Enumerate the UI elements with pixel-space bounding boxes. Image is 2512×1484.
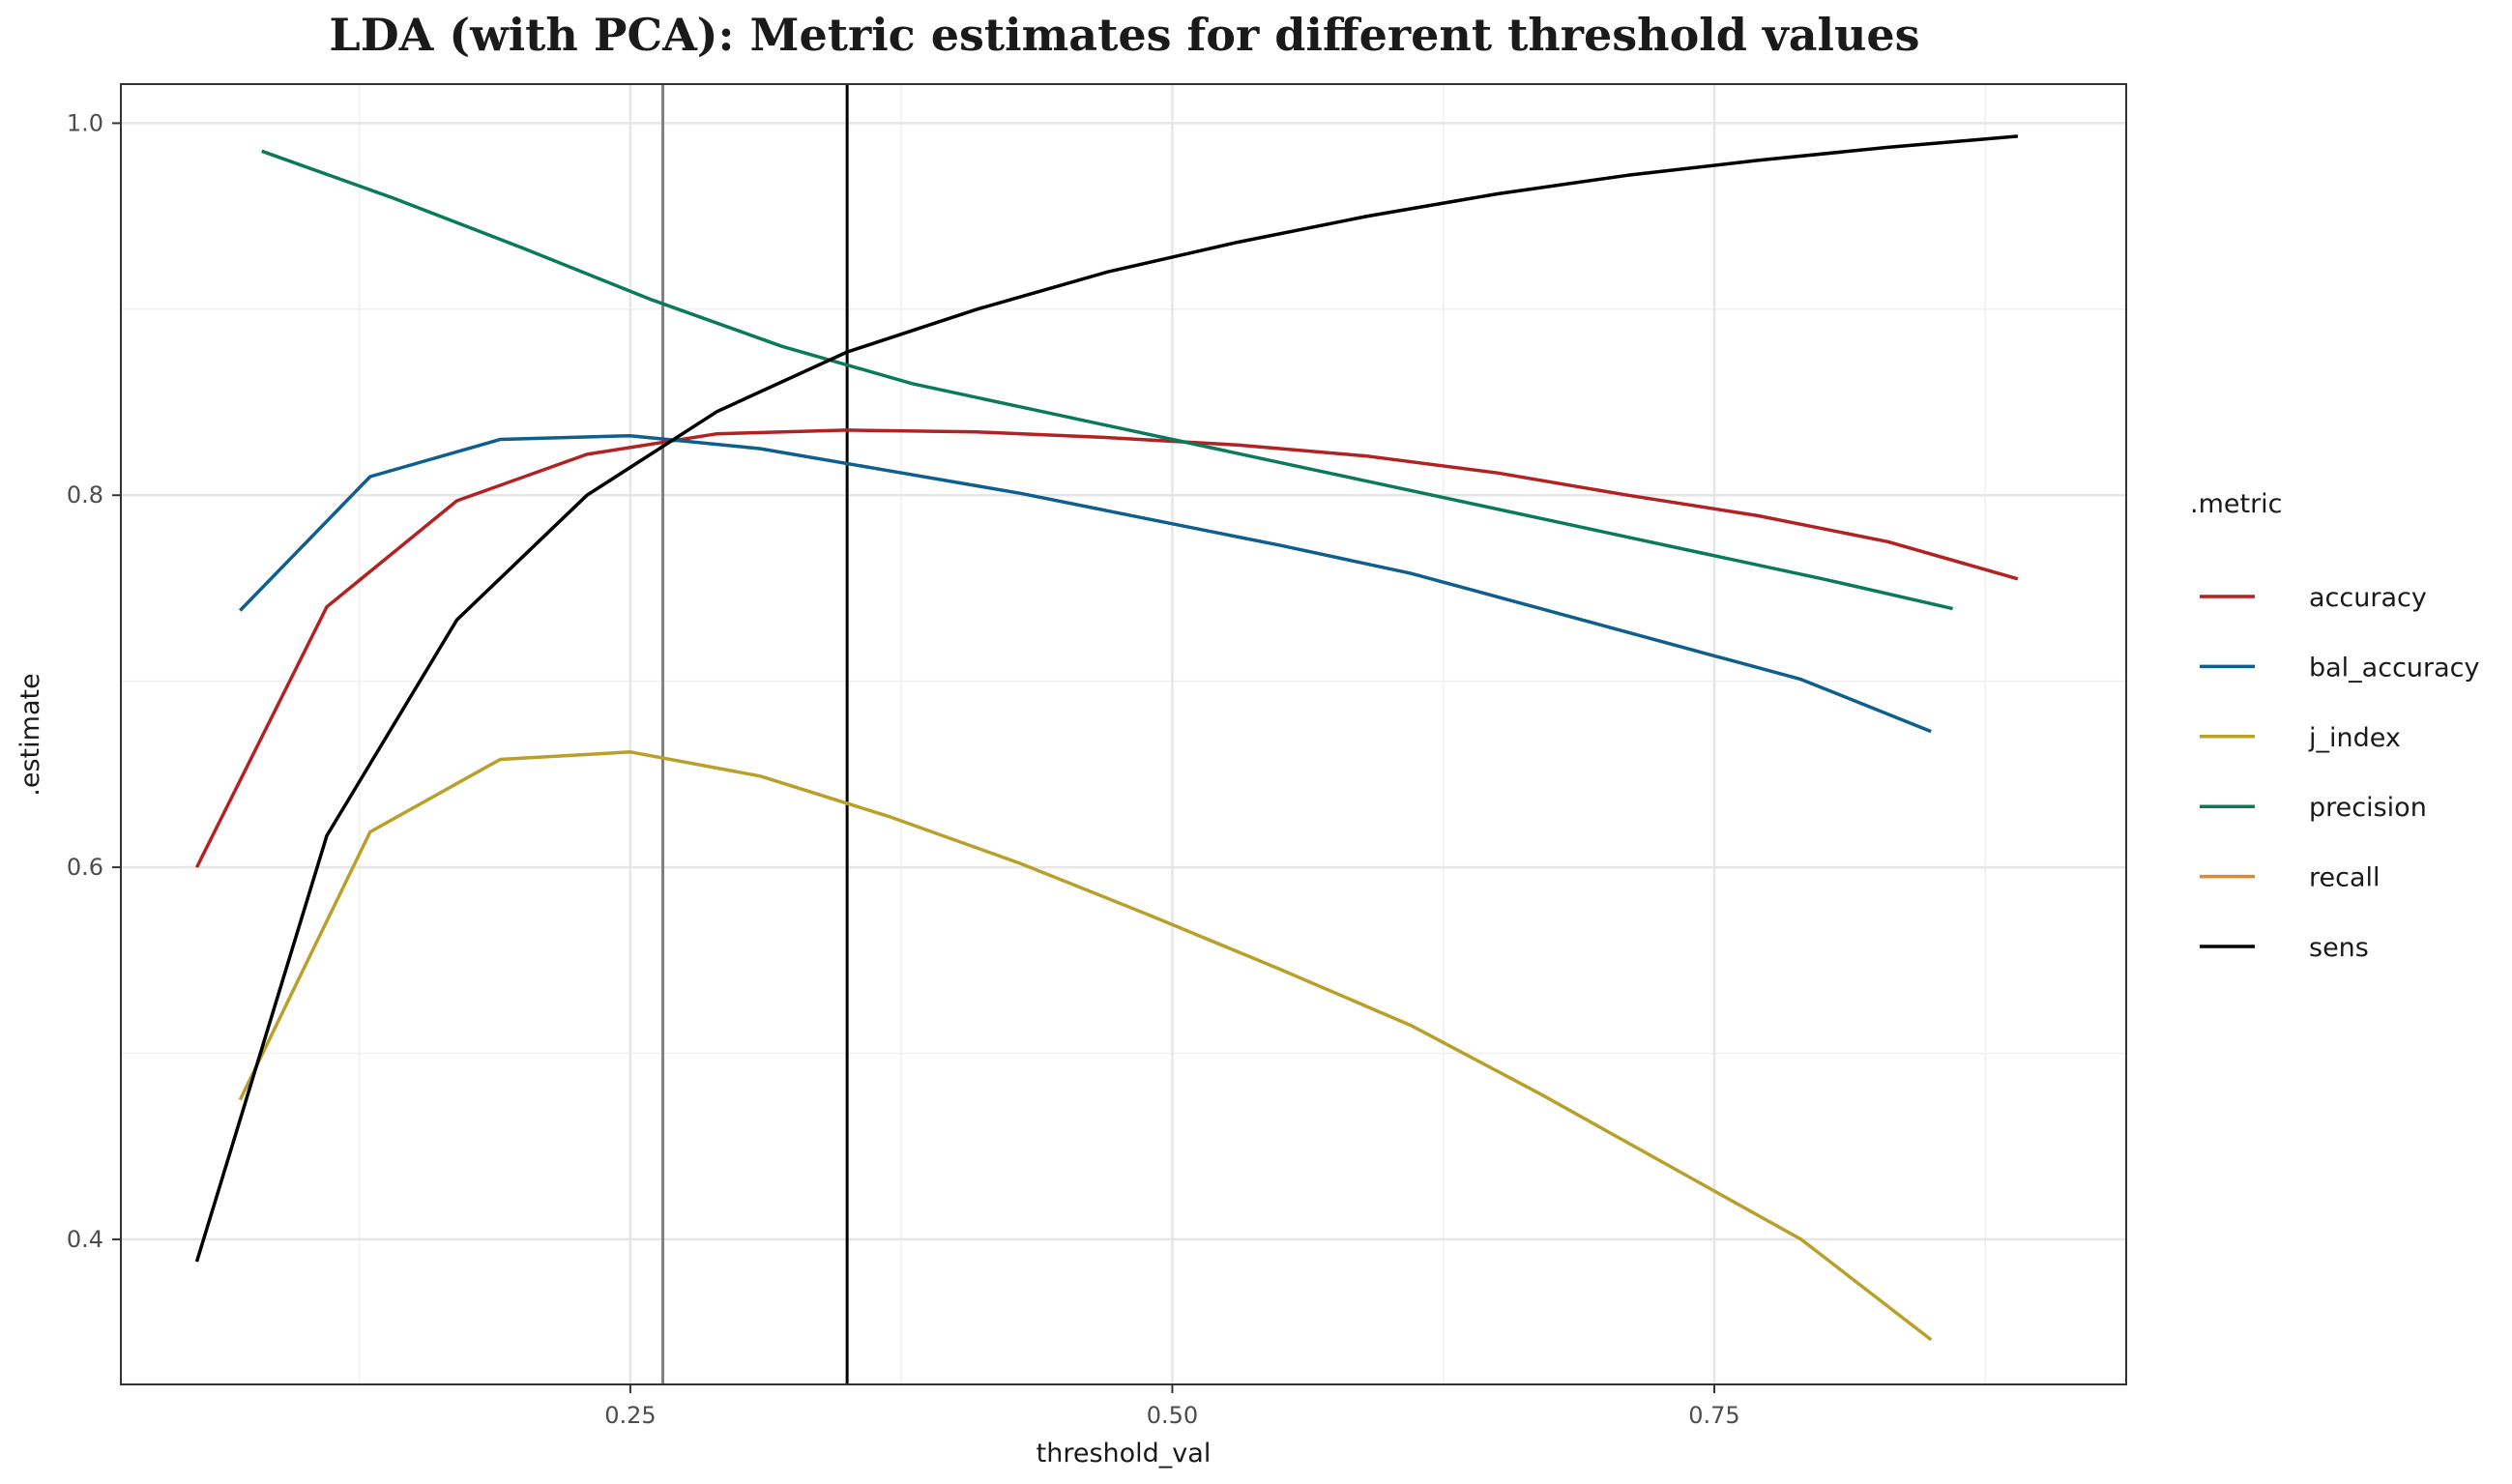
threshold-lines [661, 84, 849, 1384]
grid-major [121, 84, 2126, 1384]
series-line-sens [194, 134, 2019, 1263]
x-tick-label: 0.75 [1688, 1402, 1739, 1429]
series-lines [194, 134, 2019, 1342]
legend-title: .metric [2190, 489, 2283, 519]
legend: .metric accuracy bal_accuracy j_indexpreci… [2190, 489, 2480, 963]
x-axis-ticks: 0.25 0.50 0.75 [604, 1384, 1740, 1429]
x-tick-label: 0.25 [604, 1402, 656, 1429]
legend-label: j_index [2308, 723, 2401, 753]
y-tick-label: 0.4 [67, 1226, 103, 1253]
legend-label: accuracy [2309, 583, 2427, 613]
legend-items: accuracy bal_accuracy j_index precision reca… [2200, 583, 2480, 963]
y-axis-title: .estimate [15, 673, 45, 796]
series-line-j-index [238, 750, 1933, 1342]
y-tick-label: 0.6 [67, 854, 103, 881]
legend-item-sens: sens [2200, 933, 2369, 963]
legend-item-j-index: j_index [2200, 723, 2401, 753]
legend-label: recall [2309, 863, 2381, 893]
series-line-accuracy [194, 428, 2019, 868]
legend-item-accuracy: accuracy [2200, 583, 2427, 613]
legend-item-precision: precision [2200, 793, 2427, 823]
series-line-precision [261, 149, 1953, 611]
chart-title: LDA (with PCA): Metric estimates for dif… [329, 9, 1919, 61]
legend-item-bal-accuracy: bal_accuracy [2200, 653, 2480, 683]
y-tick-label: 0.8 [67, 481, 103, 509]
legend-label: bal_accuracy [2309, 653, 2480, 683]
plot-panel [120, 83, 2127, 1385]
legend-label: sens [2309, 933, 2369, 963]
x-tick-label: 0.50 [1147, 1402, 1198, 1429]
x-axis-title: threshold_val [1037, 1439, 1212, 1469]
grid-minor [121, 84, 2126, 1384]
legend-item-recall: recall [2200, 863, 2381, 893]
y-tick-label: 1.0 [67, 109, 103, 136]
y-axis-ticks: 0.4 0.6 0.8 1.0 [67, 109, 121, 1253]
series-line-bal-accuracy [239, 433, 1932, 734]
legend-label: precision [2309, 793, 2427, 823]
